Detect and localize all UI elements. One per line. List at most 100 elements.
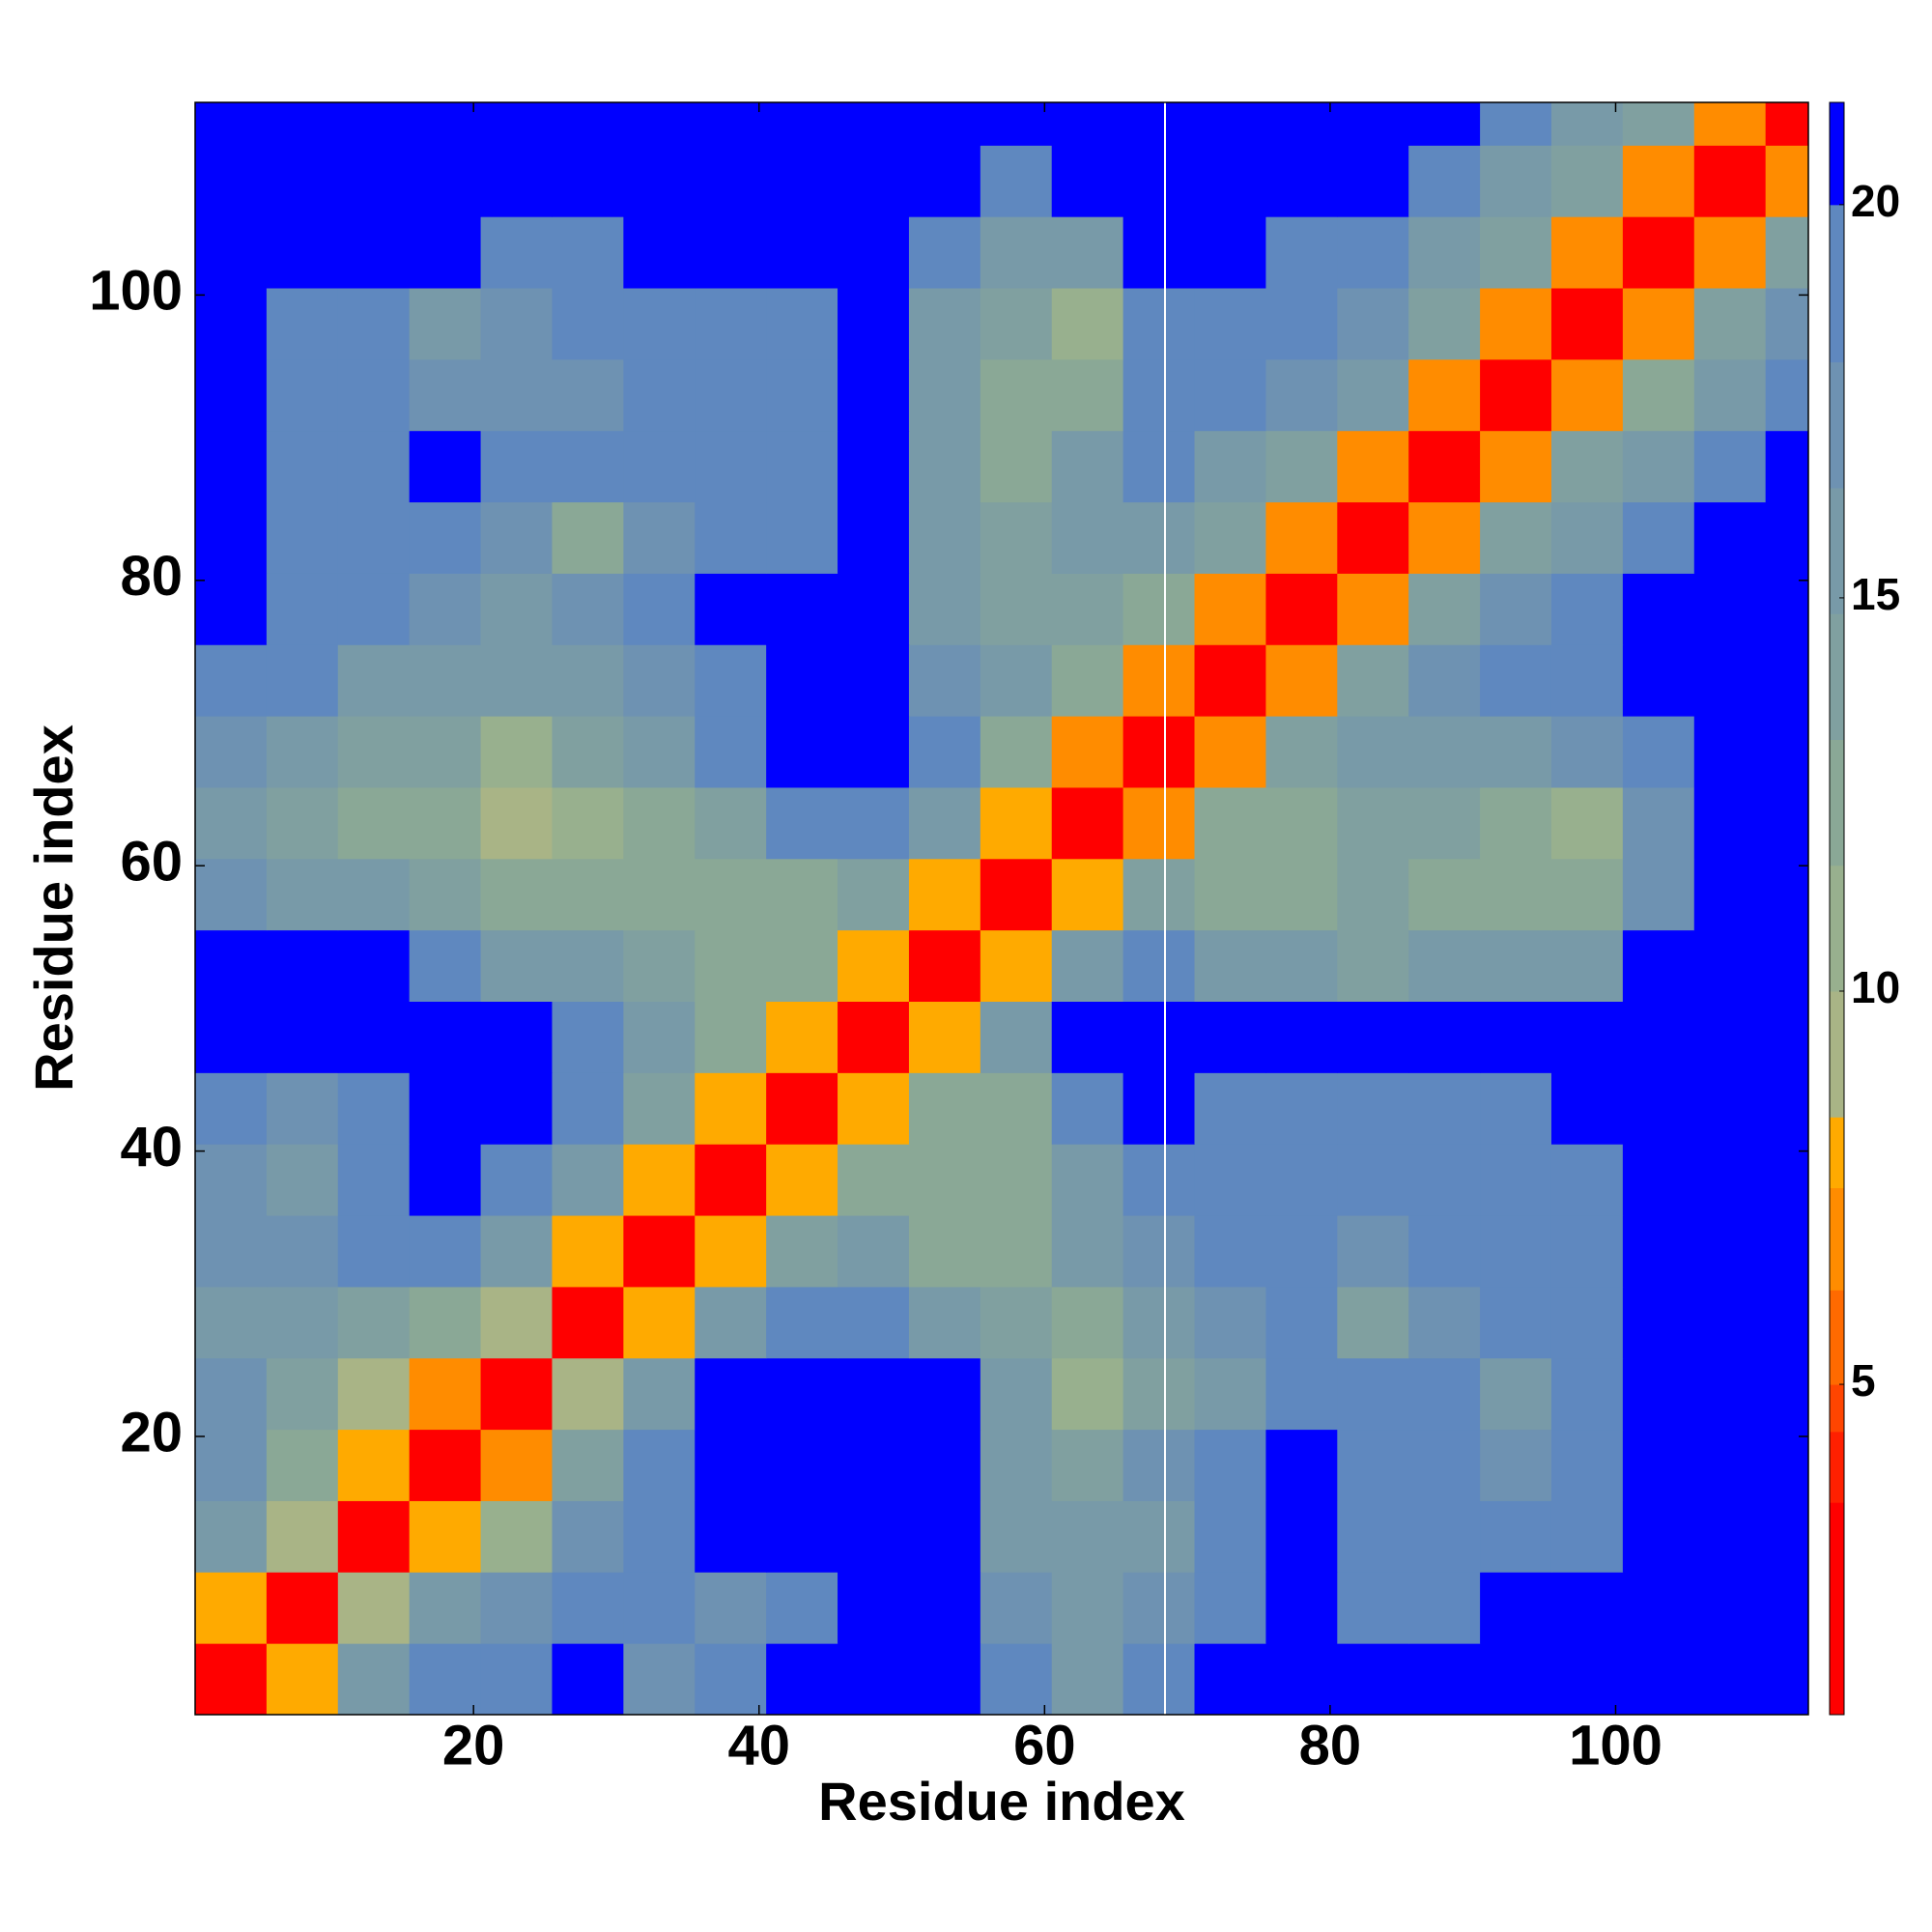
heatmap-cell: [195, 430, 268, 503]
heatmap-cell: [838, 1072, 910, 1145]
heatmap-cell: [409, 1357, 482, 1431]
heatmap-cell: [409, 1429, 482, 1501]
heatmap-cell: [766, 1215, 838, 1288]
heatmap-cell: [1122, 102, 1196, 146]
x-tick-label: 100: [1569, 1714, 1662, 1776]
heatmap-cell: [1194, 1001, 1266, 1073]
heatmap-cell: [266, 858, 339, 931]
heatmap-cell: [908, 929, 981, 1003]
heatmap-cell: [1622, 1144, 1695, 1216]
heatmap-cell: [337, 573, 411, 645]
heatmap-cell: [908, 1572, 981, 1644]
heatmap-cell: [623, 216, 696, 289]
heatmap-cell: [1693, 1357, 1767, 1431]
heatmap-cell: [1194, 501, 1266, 574]
heatmap-cell: [337, 716, 411, 788]
colorbar-segment: [1830, 865, 1844, 992]
heatmap-cell: [409, 573, 482, 645]
heatmap-cell: [1622, 501, 1695, 574]
heatmap-cell: [695, 358, 767, 432]
heatmap-cell: [552, 430, 624, 503]
heatmap-cell: [480, 358, 553, 432]
heatmap-cell: [908, 430, 981, 503]
heatmap-cell: [980, 501, 1053, 574]
heatmap-cell: [266, 430, 339, 503]
heatmap-cell: [266, 1144, 339, 1216]
heatmap-cell: [1051, 786, 1124, 860]
heatmap-cell: [1194, 929, 1266, 1003]
heatmap-cell: [195, 716, 268, 788]
heatmap-cell: [908, 216, 981, 289]
heatmap-cell: [266, 501, 339, 574]
heatmap-cell: [337, 102, 411, 146]
heatmap-cell: [1622, 786, 1695, 860]
heatmap-cell: [1408, 1001, 1481, 1073]
heatmap-cell: [766, 1072, 838, 1145]
heatmap-cell: [1194, 573, 1266, 645]
heatmap-cell: [1408, 102, 1481, 146]
heatmap-cell: [1550, 145, 1624, 217]
heatmap-cell: [552, 1357, 624, 1431]
heatmap-cell: [1337, 1072, 1409, 1145]
heatmap-cell: [1480, 501, 1552, 574]
heatmap-cell: [1194, 145, 1266, 217]
heatmap-cell: [1337, 1144, 1409, 1216]
heatmap-cell: [1550, 644, 1624, 717]
heatmap-cell: [1765, 644, 1809, 717]
heatmap-cell: [1194, 1429, 1266, 1501]
heatmap-cell: [1051, 573, 1124, 645]
heatmap-cell: [1122, 929, 1196, 1003]
heatmap-cell: [1265, 501, 1338, 574]
heatmap-cell: [480, 1144, 553, 1216]
heatmap-cell: [1693, 716, 1767, 788]
heatmap-cell: [1550, 1286, 1624, 1359]
heatmap-cell: [1408, 716, 1481, 788]
heatmap-cell: [695, 573, 767, 645]
heatmap-cell: [337, 1001, 411, 1073]
heatmap-cell: [908, 145, 981, 217]
heatmap-cell: [1765, 358, 1809, 432]
heatmap-cell: [1622, 1001, 1695, 1073]
heatmap-cell: [1480, 786, 1552, 860]
heatmap-cell: [1765, 1215, 1809, 1288]
heatmap-cell: [195, 786, 268, 860]
heatmap-cell: [266, 1643, 339, 1716]
heatmap-cell: [1408, 573, 1481, 645]
heatmap-cell: [766, 786, 838, 860]
heatmap-cell: [195, 145, 268, 217]
colorbar-segment: [1830, 102, 1844, 206]
heatmap-cell: [1765, 430, 1809, 503]
heatmap-cell: [1194, 216, 1266, 289]
heatmap-cell: [1337, 288, 1409, 360]
heatmap-cell: [766, 501, 838, 574]
heatmap-cell: [1622, 216, 1695, 289]
heatmap-cell: [1622, 430, 1695, 503]
heatmap-cell: [1337, 858, 1409, 931]
heatmap-cell: [1765, 501, 1809, 574]
heatmap-cell: [1550, 1643, 1624, 1716]
heatmap-cell: [980, 358, 1053, 432]
heatmap-cell: [623, 644, 696, 717]
heatmap-cell: [980, 716, 1053, 788]
heatmap-cell: [838, 716, 910, 788]
heatmap-cell: [1408, 1144, 1481, 1216]
heatmap-cell: [766, 1429, 838, 1501]
heatmap-cell: [1265, 1357, 1338, 1431]
heatmap-cell: [195, 102, 268, 146]
heatmap-cell: [266, 1001, 339, 1073]
heatmap-cell: [195, 1144, 268, 1216]
heatmap-cell: [1693, 288, 1767, 360]
heatmap-cell: [1408, 1072, 1481, 1145]
heatmap-cell: [409, 1500, 482, 1573]
heatmap-cell: [266, 929, 339, 1003]
heatmap-cell: [552, 288, 624, 360]
heatmap-cell: [1765, 1072, 1809, 1145]
heatmap-cell: [1765, 1500, 1809, 1573]
heatmap-cell: [980, 1286, 1053, 1359]
heatmap-cell: [695, 929, 767, 1003]
y-tick-label: 100: [89, 260, 183, 323]
heatmap-cell: [695, 501, 767, 574]
heatmap-cell: [695, 102, 767, 146]
heatmap-cell: [1408, 644, 1481, 717]
heatmap-cell: [838, 430, 910, 503]
